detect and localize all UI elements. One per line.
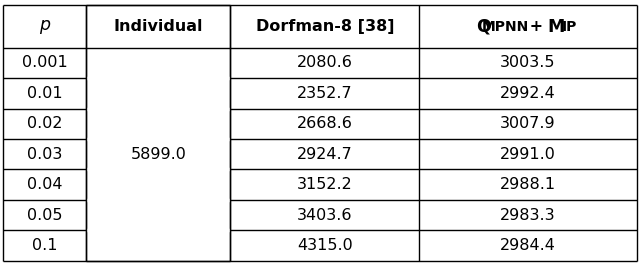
Text: 0.001: 0.001	[22, 55, 68, 70]
Text: 2080.6: 2080.6	[297, 55, 353, 70]
Text: 2983.3: 2983.3	[500, 208, 556, 223]
Text: 0.04: 0.04	[27, 177, 63, 192]
Text: $p$: $p$	[38, 17, 51, 36]
Text: IP: IP	[562, 20, 577, 33]
Text: 3007.9: 3007.9	[500, 116, 556, 131]
Text: 4315.0: 4315.0	[297, 238, 353, 253]
Text: Dorfman-8 [38]: Dorfman-8 [38]	[255, 19, 394, 34]
Text: 2668.6: 2668.6	[297, 116, 353, 131]
Text: 3003.5: 3003.5	[500, 55, 556, 70]
Text: Individual: Individual	[114, 19, 203, 34]
Text: 2988.1: 2988.1	[500, 177, 556, 192]
Text: 3152.2: 3152.2	[297, 177, 353, 192]
Text: 0.03: 0.03	[27, 147, 63, 162]
Text: 2924.7: 2924.7	[297, 147, 353, 162]
Text: MPNN: MPNN	[482, 20, 529, 33]
Text: 5899.0: 5899.0	[131, 147, 186, 162]
Text: 2984.4: 2984.4	[500, 238, 556, 253]
Text: M: M	[547, 17, 564, 36]
Text: 0.1: 0.1	[32, 238, 58, 253]
Text: +: +	[524, 19, 548, 34]
Text: 2992.4: 2992.4	[500, 86, 556, 101]
Text: 0.01: 0.01	[27, 86, 63, 101]
Text: 0.02: 0.02	[27, 116, 63, 131]
Text: Q: Q	[476, 17, 491, 36]
Text: 2352.7: 2352.7	[297, 86, 353, 101]
Text: 0.05: 0.05	[27, 208, 63, 223]
Text: 2991.0: 2991.0	[500, 147, 556, 162]
Text: 3403.6: 3403.6	[297, 208, 353, 223]
